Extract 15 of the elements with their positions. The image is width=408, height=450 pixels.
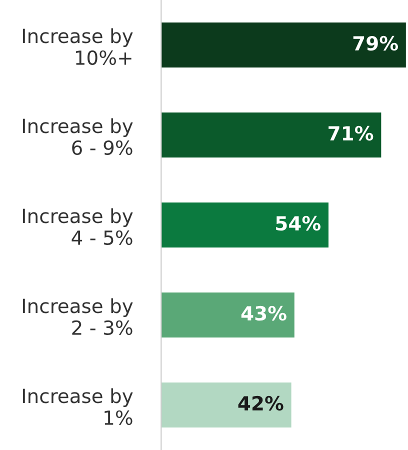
data-label: 42% (238, 396, 284, 411)
y-tick-label: Increase by 1% (22, 388, 133, 426)
y-tick-label: Increase by 10%+ (22, 28, 133, 66)
data-label: 71% (328, 126, 374, 141)
data-label: 54% (276, 216, 321, 231)
bar (161, 202, 328, 248)
y-tick-label: Increase by 6 - 9% (22, 118, 133, 156)
y-tick-label: Increase by 2 - 3% (22, 298, 133, 336)
data-label: 79% (353, 36, 398, 51)
bar (161, 112, 382, 158)
bar (161, 22, 406, 68)
y-tick-label: Increase by 4 - 5% (22, 208, 133, 246)
bar (161, 292, 294, 338)
data-label: 43% (241, 306, 286, 321)
bar (161, 382, 292, 428)
